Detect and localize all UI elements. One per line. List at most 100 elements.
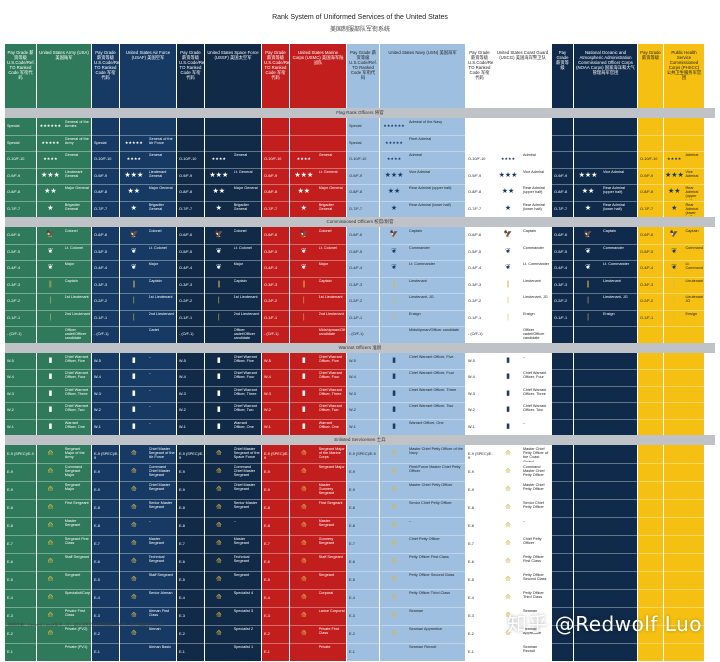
rank-insignia-icon: ▮ [392, 422, 396, 430]
column-bg-af_pg [92, 445, 119, 661]
rank-name-cell: Major [318, 262, 329, 266]
column-bg-phs_pg [638, 118, 663, 217]
pay-grade-cell: O-7/F-7 [468, 206, 482, 211]
pay-grade-cell: W-4 [94, 375, 101, 380]
column-bg-navy_pg [347, 118, 379, 217]
pay-grade-cell: O-9/F-9 [468, 173, 482, 178]
pay-grade-cell: E-7 [468, 542, 474, 546]
rank-name-cell: Colonel [318, 229, 332, 233]
rank-insignia-icon: 🦅 [299, 231, 309, 239]
column-bg-af [120, 227, 176, 343]
pay-grade-cell: O-10/F-10 [7, 157, 25, 162]
column-bg-noaa_pg [552, 352, 573, 435]
rank-name-cell: Seaman Apprentice [409, 627, 443, 631]
pay-grade-cell: E-9 [94, 488, 100, 492]
rank-name-cell: General of the Air Force [148, 136, 173, 145]
rank-insignia-icon: ★★ [297, 188, 311, 196]
pay-grade-cell: O-6/F-6 [264, 233, 278, 238]
rank-insignia-icon: ⟰ [391, 630, 397, 637]
rank-name-cell: Captain [603, 229, 617, 233]
rank-name-cell: Lieutenant, JG [523, 295, 548, 299]
rank-name-cell: General of the Armies [64, 120, 89, 129]
rank-name-cell: Petty Officer Third Class [523, 591, 544, 600]
rank-name-cell: Master Sergeant [148, 537, 165, 546]
rank-name-cell: – [523, 354, 526, 359]
pay-grade-cell: E-6 [264, 560, 270, 564]
pay-grade-cell: O-4/F-4 [94, 266, 108, 271]
pay-grade-cell: E-1 [94, 650, 100, 654]
column-header-noaa_pg: Pay Grade 薪资等级 [552, 44, 574, 108]
rank-insignia-icon: ⟰ [391, 540, 397, 547]
rank-insignia-icon: ⟰ [47, 594, 54, 601]
section-header: Commissioned Officers 校官/尉官 [5, 217, 715, 227]
rank-insignia-icon: ▮ [131, 406, 136, 414]
section-header: Warrant Officers 准尉 [5, 342, 715, 353]
rank-insignia-icon: ⟰ [215, 540, 222, 547]
pay-grade-cell: E-5 [468, 578, 474, 582]
row-divider [5, 499, 715, 500]
pay-grade-cell: W-3 [7, 391, 14, 396]
pay-grade-cell: E-6 [179, 560, 185, 564]
pay-grade-cell: E-9 [468, 488, 474, 492]
pay-grade-cell: E-1 [7, 650, 13, 654]
rank-name-cell: Petty Officer Second Class [409, 573, 455, 577]
rank-name-cell: – [148, 354, 151, 359]
pay-grade-cell: O-6/F-6 [7, 233, 21, 238]
column-bg-army_pg [5, 352, 36, 435]
column-bg-cg [494, 118, 551, 217]
rank-insignia-icon: ▮ [506, 422, 510, 430]
pay-grade-cell: W-4 [7, 375, 14, 380]
rank-insignia-icon: ★★★ [294, 171, 314, 179]
rank-insignia-icon: | [673, 297, 676, 305]
pay-grade-cell: O-2/F-2 [554, 299, 568, 304]
rank-name-cell: Specialist 4 [233, 591, 254, 595]
rank-insignia-icon: ∥ [506, 280, 510, 288]
rank-name-cell: Sergeant [64, 573, 81, 577]
pay-grade-cell: W-4 [349, 375, 356, 380]
rank-name-cell: Commander [603, 245, 624, 250]
pay-grade-cell: O-1/F-1 [94, 315, 108, 320]
rank-insignia-icon: ⟰ [215, 504, 222, 511]
rank-insignia-icon: 🦅 [46, 231, 55, 239]
rank-insignia-icon: ▮ [506, 389, 510, 397]
rank-insignia-icon: ❦ [671, 264, 678, 272]
pay-grade-cell: E-4 [264, 596, 270, 600]
pay-grade-cell: E-3 [468, 614, 474, 618]
rank-name-cell: Rear Admiral (lower half) [409, 202, 451, 207]
rank-insignia-icon: ⟰ [47, 504, 54, 511]
rank-insignia-icon: ▮ [392, 406, 396, 414]
pay-grade-cell: O-2/F-2 [179, 299, 193, 304]
rank-insignia-icon: ❦ [47, 247, 54, 255]
rank-insignia-icon: | [49, 313, 52, 321]
column-bg-army_pg [5, 227, 36, 343]
pay-grade-cell: O-2/F-2 [94, 299, 108, 304]
rank-name-cell: Lt. Colonel [148, 245, 167, 250]
rank-insignia-icon: ⟰ [130, 540, 137, 547]
rank-name-cell: Airman [148, 627, 161, 631]
column-bg-cg [494, 445, 551, 661]
rank-insignia-icon: ⟰ [391, 522, 397, 529]
pay-grade-cell: E-3 [179, 614, 185, 618]
rank-insignia-icon: 🦅 [389, 231, 399, 239]
pay-grade-cell: O-2/F-2 [468, 299, 482, 304]
rank-name-cell: Corporal [318, 591, 334, 595]
row-divider [5, 260, 715, 261]
pay-grade-cell: E-5 [349, 578, 355, 582]
pay-grade-cell: W-1 [94, 424, 101, 429]
rank-name-cell: Lt. Commander [685, 262, 703, 271]
section-header: Flag Rank Officers 将官 [5, 108, 715, 118]
pay-grade-cell: E-6 [349, 560, 355, 564]
pay-grade-cell: E-8 [94, 506, 100, 510]
rank-name-cell: Major [233, 262, 244, 266]
rank-insignia-icon: ▮ [506, 373, 510, 381]
rank-name-cell: Chief Warrant Officer, Three [233, 387, 257, 396]
pay-grade-cell: E-4 [94, 596, 100, 600]
rank-insignia-icon: ★★★★★ [385, 139, 403, 145]
rank-name-cell: Chief Warrant Officer, Four [409, 371, 455, 375]
rank-insignia-icon: ⟰ [47, 630, 54, 637]
pay-grade-cell: W-1 [264, 424, 271, 429]
column-bg-sf_pg [177, 118, 204, 217]
rank-name-cell: Admiral [685, 153, 699, 157]
pay-grade-cell: E-1 [349, 650, 355, 654]
footnote: 制图作者：Redwolf Luo@知乎 · 注：部分军衔仅在特殊情况下授予；图中… [8, 622, 166, 627]
